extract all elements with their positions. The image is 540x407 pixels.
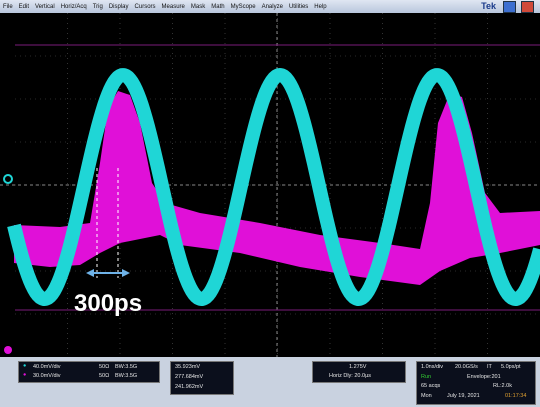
menu-item[interactable]: Trig — [90, 4, 106, 10]
menu-item[interactable]: Cursors — [132, 4, 159, 10]
minimize-button[interactable] — [503, 1, 516, 13]
brand: Tek — [481, 1, 496, 11]
sample-rate: 20.0GS/s — [455, 364, 478, 370]
ch1-bandwidth: BW:3.5G — [115, 364, 137, 370]
close-button[interactable] — [521, 1, 534, 13]
scope-screen: FileEditVerticalHoriz/AcqTrigDisplayCurs… — [0, 0, 540, 407]
menu-item[interactable]: Mask — [188, 4, 208, 10]
envelope: Envelope:201 — [467, 374, 501, 380]
ch2-scale: 30.0mV/div — [33, 373, 61, 379]
menu-item[interactable]: Vertical — [32, 4, 58, 10]
graticule: 300ps — [0, 13, 540, 357]
menu-item[interactable]: File — [0, 4, 16, 10]
acq-count: 65 acqs — [421, 383, 440, 389]
measurement-box: 35.923mV 277.684mV 241.962mV — [170, 361, 234, 395]
menu-item[interactable]: Measure — [159, 4, 188, 10]
ch1-impedance: 50Ω — [99, 364, 109, 370]
acquisition-box: 1.0ns/div 20.0GS/s IT 5.0ps/pt Run Envel… — [416, 361, 536, 405]
channel-box: ● 40.0mV/div 50Ω BW:3.5G ● 30.0mV/div 50… — [18, 361, 160, 383]
ch2-bandwidth: BW:3.5G — [115, 373, 137, 379]
measurement: 35.923mV — [175, 364, 200, 370]
trigger-box: 1.275V Horiz Dly: 20.0µs — [312, 361, 406, 383]
measurement: 277.684mV — [175, 374, 203, 380]
menu-item[interactable]: Edit — [16, 4, 32, 10]
day: Mon — [421, 393, 432, 399]
acq-mode: IT — [487, 364, 492, 370]
ch2-impedance: 50Ω — [99, 373, 109, 379]
menu-item[interactable]: Horiz/Acq — [58, 4, 90, 10]
record-length: RL:2.0k — [493, 383, 512, 389]
status-panel: ● 40.0mV/div 50Ω BW:3.5G ● 30.0mV/div 50… — [0, 357, 540, 407]
timebase: 1.0ns/div — [421, 364, 443, 370]
menu-item[interactable]: Help — [311, 4, 329, 10]
annotation: 300ps — [74, 290, 142, 317]
date: July 19, 2021 — [447, 393, 480, 399]
run-state[interactable]: Run — [421, 374, 431, 380]
menu-item[interactable]: MyScope — [228, 4, 259, 10]
horiz-delay: Horiz Dly: 20.0µs — [329, 373, 371, 379]
menu-item[interactable]: Utilities — [286, 4, 311, 10]
measurement: 241.962mV — [175, 384, 203, 390]
time: 01:17:34 — [505, 393, 526, 399]
trigger-level: 1.275V — [349, 364, 366, 370]
menu-item[interactable]: Analyze — [259, 4, 286, 10]
menu-item[interactable]: Display — [106, 4, 132, 10]
menu-item[interactable]: Math — [208, 4, 227, 10]
ch1-scale: 40.0mV/div — [33, 364, 61, 370]
resolution: 5.0ps/pt — [501, 364, 521, 370]
ch2-marker — [4, 346, 12, 354]
